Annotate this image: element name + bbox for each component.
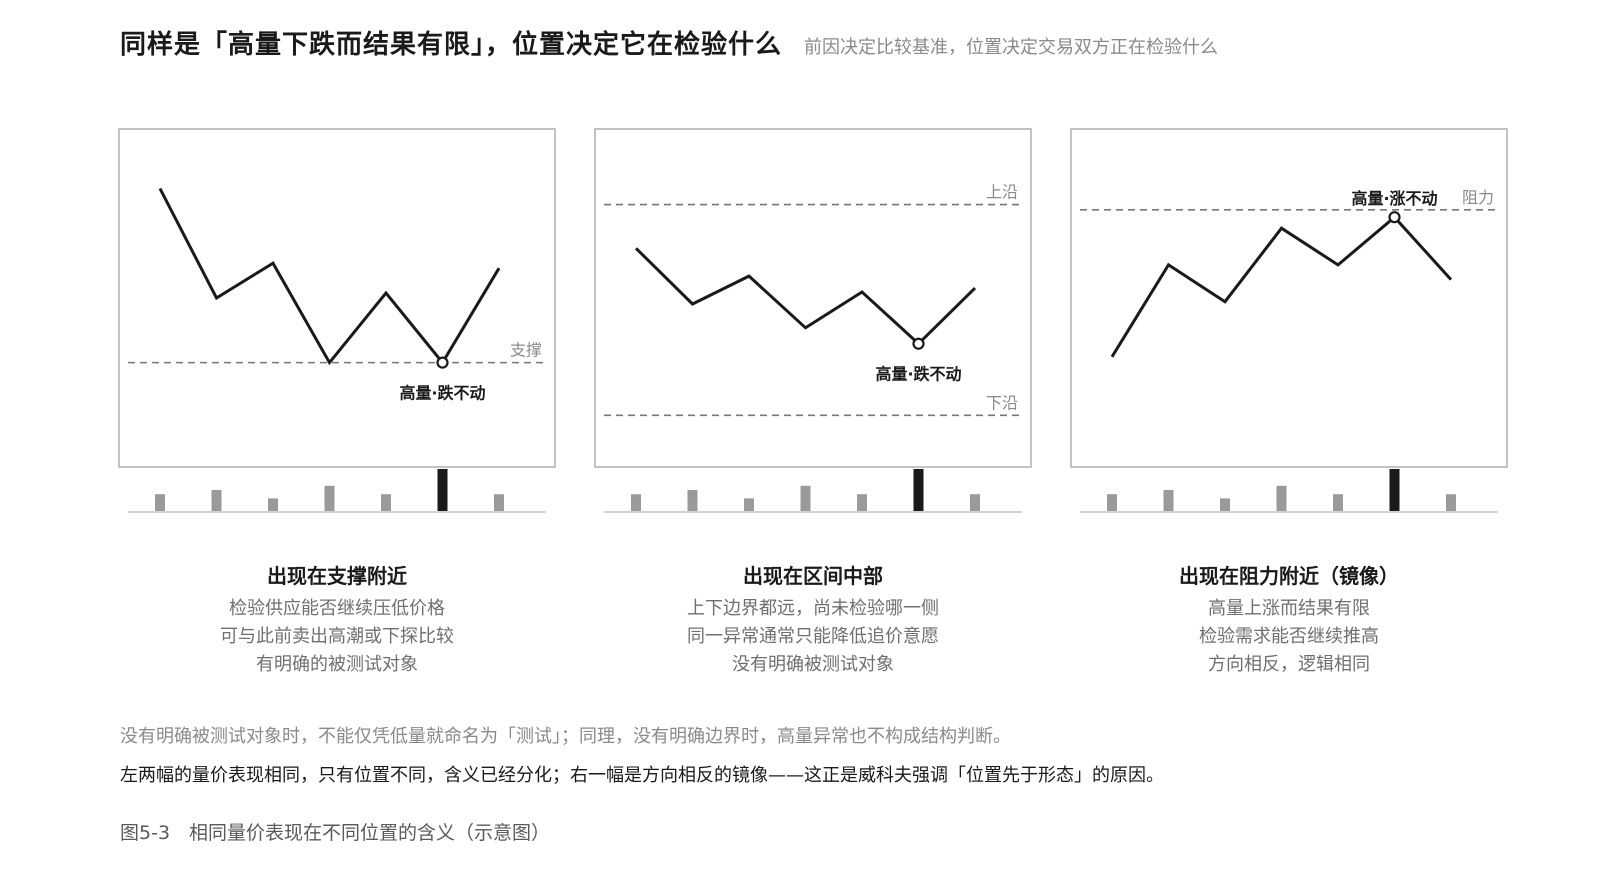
level-label: 支撑	[510, 341, 542, 360]
volume-bar	[1107, 494, 1117, 511]
caption-title: 出现在支撑附近	[267, 564, 407, 588]
volume-bar-highlight	[913, 469, 924, 511]
volume-bar	[155, 494, 165, 511]
level-label: 阻力	[1462, 188, 1494, 207]
panel-resistance: 阻力 高量·涨不动 出现在阻力附近（镜像） 高量上涨而结果有限 检验需求能否继续推…	[1070, 128, 1508, 680]
note-location-principle: 左两幅的量价表现相同，只有位置不同，含义已经分化；右一幅是方向相反的镜像——这正…	[120, 765, 1164, 786]
chart-frame	[594, 128, 1032, 468]
caption-title: 出现在区间中部	[743, 564, 883, 588]
volume-bar	[381, 494, 391, 511]
volume-bar	[211, 490, 222, 511]
panel-support: 支撑高量·跌不动 出现在支撑附近 检验供应能否继续压低价格 可与此前卖出高潮或下…	[118, 128, 556, 680]
caption-resistance: 出现在阻力附近（镜像） 高量上涨而结果有限 检验需求能否继续推高 方向相反，逻辑…	[1070, 560, 1508, 679]
page-subtitle: 前因决定比较基准，位置决定交易双方正在检验什么	[804, 37, 1219, 58]
volume-bar	[687, 490, 698, 511]
volume-bar	[970, 494, 980, 511]
caption-line: 高量上涨而结果有限	[1208, 598, 1370, 619]
volume-bar	[1276, 485, 1287, 511]
caption-support: 出现在支撑附近 检验供应能否继续压低价格 可与此前卖出高潮或下探比较 有明确的被…	[118, 560, 556, 679]
test-point-marker	[912, 337, 925, 350]
level-label: 下沿	[986, 393, 1018, 412]
volume-bar	[494, 494, 504, 511]
volume-bar	[631, 494, 641, 511]
note-testing-definition: 没有明确被测试对象时，不能仅凭低量就命名为「测试」；同理，没有明确边界时，高量异…	[120, 726, 1011, 747]
volume-bar	[800, 485, 811, 511]
marker-label: 高量·跌不动	[875, 365, 961, 384]
caption-title: 出现在阻力附近（镜像）	[1179, 564, 1399, 588]
volume-bar	[268, 498, 278, 511]
caption-line: 上下边界都远，尚未检验哪一侧	[687, 598, 939, 619]
volume-bar	[1333, 494, 1343, 511]
volume-bar-highlight	[1389, 469, 1400, 511]
chart-resistance: 阻力 高量·涨不动	[1070, 128, 1508, 513]
volume-bar	[1220, 498, 1230, 511]
chart-frame	[1070, 128, 1508, 468]
caption-line: 检验需求能否继续推高	[1199, 626, 1379, 647]
chart-frame	[118, 128, 556, 468]
volume-bar	[324, 485, 335, 511]
test-point-marker	[436, 356, 449, 369]
page-title: 同样是「高量下跌而结果有限」，位置决定它在检验什么	[120, 30, 783, 60]
volume-bar-highlight	[437, 469, 448, 511]
caption-line: 同一异常通常只能降低追价意愿	[687, 626, 939, 647]
figure-caption: 图5-3 相同量价表现在不同位置的含义（示意图）	[120, 822, 551, 844]
volume-bar	[857, 494, 867, 511]
volume-bar	[1446, 494, 1456, 511]
caption-line: 方向相反，逻辑相同	[1208, 654, 1370, 675]
caption-line: 检验供应能否继续压低价格	[229, 598, 445, 619]
caption-line: 没有明确被测试对象	[732, 654, 894, 675]
level-label: 上沿	[986, 183, 1018, 202]
marker-label: 高量·跌不动	[399, 384, 485, 403]
volume-bar	[1163, 490, 1174, 511]
caption-midrange: 出现在区间中部 上下边界都远，尚未检验哪一侧 同一异常通常只能降低追价意愿 没有…	[594, 560, 1032, 679]
panel-midrange: 上沿下沿 高量·跌不动 出现在区间中部 上下边界都远，尚未检验哪一侧 同一异常通常…	[594, 128, 1032, 680]
caption-line: 可与此前卖出高潮或下探比较	[220, 626, 454, 647]
caption-line: 有明确的被测试对象	[256, 654, 418, 675]
header: 同样是「高量下跌而结果有限」，位置决定它在检验什么 前因决定比较基准，位置决定交…	[120, 24, 1218, 61]
test-point-marker	[1388, 211, 1401, 224]
marker-label: 高量·涨不动	[1351, 189, 1437, 208]
volume-bar	[744, 498, 754, 511]
